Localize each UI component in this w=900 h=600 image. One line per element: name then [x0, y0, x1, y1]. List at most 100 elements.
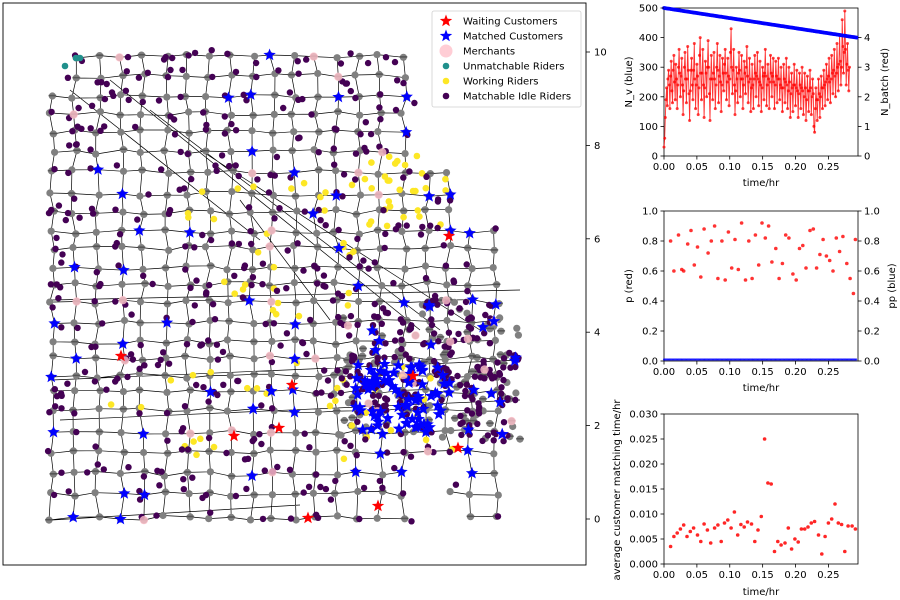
- nbatch-point: [769, 53, 772, 57]
- idle-rider: [330, 145, 337, 152]
- map-y-tick-label: 2: [594, 421, 600, 432]
- y-tick-label: 2: [864, 92, 870, 103]
- matched-customer-star: [414, 418, 428, 431]
- node-id-label: [486, 327, 494, 330]
- node: [401, 150, 409, 158]
- nbatch-point: [669, 74, 673, 78]
- node: [185, 490, 193, 498]
- idle-rider: [322, 485, 330, 493]
- node-id-label: [375, 300, 384, 302]
- idle-rider: [462, 387, 469, 395]
- matching-time-point: [672, 534, 676, 539]
- chart2-y-ticks-right: 0.0 0.2 0.4 0.6 0.8 1.0: [858, 207, 880, 368]
- node: [333, 54, 341, 62]
- merchant: [139, 515, 149, 525]
- node: [49, 264, 57, 272]
- working-rider: [272, 310, 280, 318]
- idle-rider: [377, 91, 384, 98]
- idle-rider: [474, 363, 482, 371]
- legend-label-5: Matchable Idle Riders: [463, 92, 571, 103]
- matching-time-point: [776, 539, 780, 544]
- unmatchable-riders: [61, 54, 84, 70]
- nbatch-point: [696, 74, 699, 78]
- idle-rider: [78, 125, 85, 132]
- node-id-label: [72, 76, 81, 79]
- node: [251, 52, 259, 60]
- idle-rider: [354, 235, 361, 243]
- pp-series: [662, 358, 858, 361]
- working-rider: [137, 403, 145, 411]
- matched-customer-star: [160, 316, 174, 328]
- idle-rider: [273, 287, 281, 294]
- node-id-label: [116, 373, 125, 376]
- idle-rider: [52, 245, 59, 252]
- node: [182, 72, 190, 80]
- idle-rider: [139, 98, 146, 106]
- node-id-label: [163, 194, 172, 196]
- node-id-label: [69, 449, 78, 452]
- nbatch-point: [799, 86, 803, 90]
- node-id-label: [339, 316, 348, 319]
- node-id-label: [185, 208, 194, 211]
- idle-rider: [101, 123, 108, 130]
- idle-rider: [452, 481, 460, 488]
- nbatch-point: [714, 83, 718, 87]
- matched-customer-star: [393, 387, 406, 399]
- idle-rider: [378, 320, 385, 327]
- node: [227, 111, 236, 119]
- nbatch-point: [666, 77, 670, 81]
- idle-rider: [127, 351, 135, 358]
- nbatch-point: [830, 53, 834, 57]
- idle-rider: [271, 215, 278, 222]
- matched-customer-star: [138, 488, 151, 501]
- nbatch-point: [762, 98, 766, 102]
- nbatch-point: [832, 68, 836, 72]
- idle-rider: [294, 240, 301, 247]
- nbatch-point: [678, 95, 682, 99]
- matched-customer-star: [116, 187, 129, 200]
- node-id-label: [160, 149, 169, 152]
- idle-rider: [207, 509, 214, 516]
- idle-rider: [177, 93, 184, 101]
- nbatch-point: [758, 59, 762, 63]
- matched-customer-star: [372, 415, 385, 428]
- idle-rider: [468, 315, 475, 322]
- nbatch-point: [761, 74, 765, 78]
- matched-customer-star: [288, 405, 301, 418]
- nbatch-point: [752, 77, 756, 81]
- waiting-customer-star: [442, 229, 456, 242]
- p-point: [818, 252, 822, 257]
- working-rider: [348, 181, 356, 189]
- nbatch-point: [759, 83, 763, 87]
- idle-rider: [214, 356, 222, 363]
- waiting-customer-star: [301, 511, 315, 524]
- idle-rider: [423, 173, 430, 180]
- working-rider: [396, 186, 404, 194]
- node: [513, 324, 521, 332]
- node: [494, 491, 502, 499]
- chart3-xlabel: time/hr: [743, 587, 780, 598]
- idle-rider: [191, 244, 198, 251]
- node: [443, 316, 451, 325]
- nbatch-point: [802, 95, 806, 99]
- nbatch-point: [748, 56, 751, 60]
- matched-customer-star: [263, 48, 276, 61]
- node-id-label: [205, 299, 214, 301]
- map-panel: 0 2 4 6 8 10 Waiting Customers Matched Custome…: [2, 2, 607, 566]
- p-point: [787, 236, 791, 240]
- nbatch-point: [700, 71, 704, 75]
- matched-customer-star: [442, 386, 456, 398]
- nbatch-point: [836, 89, 840, 93]
- node: [373, 51, 381, 59]
- matchable-idle-riders: [44, 47, 522, 525]
- p-point: [726, 230, 731, 234]
- node: [373, 514, 381, 522]
- nbatch-point: [662, 145, 666, 149]
- nbatch-point: [756, 77, 760, 81]
- nbatch-point: [764, 74, 768, 78]
- nbatch-point: [707, 65, 711, 69]
- p-point: [712, 224, 717, 228]
- nbatch-point: [745, 45, 749, 48]
- matched-customer-star: [399, 398, 412, 411]
